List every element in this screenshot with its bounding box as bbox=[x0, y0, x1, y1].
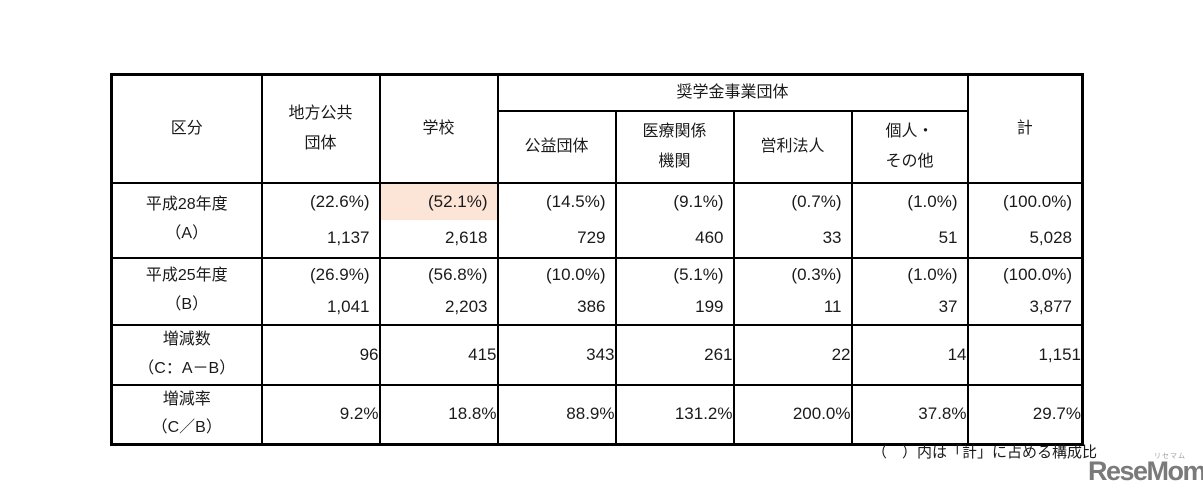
cell-h25-chiho: (26.9%) 1,041 bbox=[260, 256, 381, 326]
cell-zogenritsu-kojin: 37.8% bbox=[850, 383, 969, 446]
header-kojin-sonota: 個人・ その他 bbox=[850, 109, 969, 184]
scholarship-statistics-table: 区分 地方公共 団体 学校 奨学金事業団体 計 公益団体 医療関係 機関 bbox=[110, 73, 1084, 447]
header-kei: 計 bbox=[966, 73, 1084, 184]
table-row-zogensu: 増減数 （C：A－B） 96 415 343 261 22 14 1,151 bbox=[110, 323, 1084, 386]
cell-zogensu-koeki: 343 bbox=[496, 323, 617, 386]
cell-h28-kei: (100.0%) 5,028 bbox=[966, 181, 1084, 259]
cell-zogenritsu-eiri: 200.0% bbox=[732, 383, 853, 446]
cell-h25-kei: (100.0%) 3,877 bbox=[966, 256, 1084, 326]
cell-h25-kojin: (1.0%) 37 bbox=[850, 256, 969, 326]
cell-zogenritsu-koeki: 88.9% bbox=[496, 383, 617, 446]
row-label-h25: 平成25年度 （B） bbox=[110, 256, 263, 326]
cell-zogenritsu-chiho: 9.2% bbox=[260, 383, 381, 446]
cell-h25-iryo: (5.1%) 199 bbox=[614, 256, 735, 326]
cell-h25-eiri: (0.3%) 11 bbox=[732, 256, 853, 326]
row-label-zogensu: 増減数 （C：A－B） bbox=[110, 323, 263, 386]
header-kubun-label: 区分 bbox=[170, 119, 203, 137]
table-row-h25: 平成25年度 （B） (26.9%) 1,041 (56.8%) 2,203 (… bbox=[110, 256, 1084, 326]
header-iryo-kankei-kikan: 医療関係 機関 bbox=[614, 109, 735, 184]
cell-zogenritsu-kei: 29.7% bbox=[966, 383, 1084, 446]
cell-zogensu-iryo: 261 bbox=[614, 323, 735, 386]
cell-h25-gakko: (56.8%) 2,203 bbox=[378, 256, 499, 326]
cell-zogenritsu-iryo: 131.2% bbox=[614, 383, 735, 446]
row-label-h28: 平成28年度 （A） bbox=[110, 181, 263, 259]
header-shogakukin-jigyo-dantai-group: 奨学金事業団体 bbox=[496, 73, 969, 112]
cell-zogensu-gakko: 415 bbox=[378, 323, 499, 386]
cell-zogensu-chiho: 96 bbox=[260, 323, 381, 386]
header-kubun: 区分 bbox=[110, 73, 263, 184]
table-row-zogenritsu: 増減率 （C／B） 9.2% 18.8% 88.9% 131.2% 200.0%… bbox=[110, 383, 1084, 446]
resemom-logo: リセマム ReseMom. bbox=[1088, 453, 1203, 490]
table-row-h28: 平成28年度 （A） (22.6%) 1,137 (52.1%) 2,618 (… bbox=[110, 181, 1084, 259]
cell-h28-eiri: (0.7%) 33 bbox=[732, 181, 853, 259]
header-gakko: 学校 bbox=[378, 73, 499, 184]
cell-zogensu-kei: 1,151 bbox=[966, 323, 1084, 386]
resemom-logo-text: ReseMom. bbox=[1088, 456, 1203, 486]
row-label-zogenritsu: 増減率 （C／B） bbox=[110, 383, 263, 446]
cell-zogensu-eiri: 22 bbox=[732, 323, 853, 386]
header-koeki-dantai: 公益団体 bbox=[496, 109, 617, 184]
cell-h28-koeki: (14.5%) 729 bbox=[496, 181, 617, 259]
cell-zogensu-kojin: 14 bbox=[850, 323, 969, 386]
resemom-logo-ruby: リセマム bbox=[1154, 453, 1186, 460]
header-chiho-kokyo-dantai: 地方公共 団体 bbox=[260, 73, 381, 184]
cell-h28-iryo: (9.1%) 460 bbox=[614, 181, 735, 259]
cell-zogenritsu-gakko: 18.8% bbox=[378, 383, 499, 446]
cell-h28-chiho: (22.6%) 1,137 bbox=[260, 181, 381, 259]
highlighted-percentage: (52.1%) bbox=[381, 184, 496, 220]
table-footnote: （ ）内は「計」に占める構成比 bbox=[871, 444, 1097, 461]
cell-h25-koeki: (10.0%) 386 bbox=[496, 256, 617, 326]
cell-h28-kojin: (1.0%) 51 bbox=[850, 181, 969, 259]
header-eiri-hojin: 営利法人 bbox=[732, 109, 853, 184]
cell-h28-gakko-highlighted: (52.1%) 2,618 bbox=[378, 181, 499, 259]
